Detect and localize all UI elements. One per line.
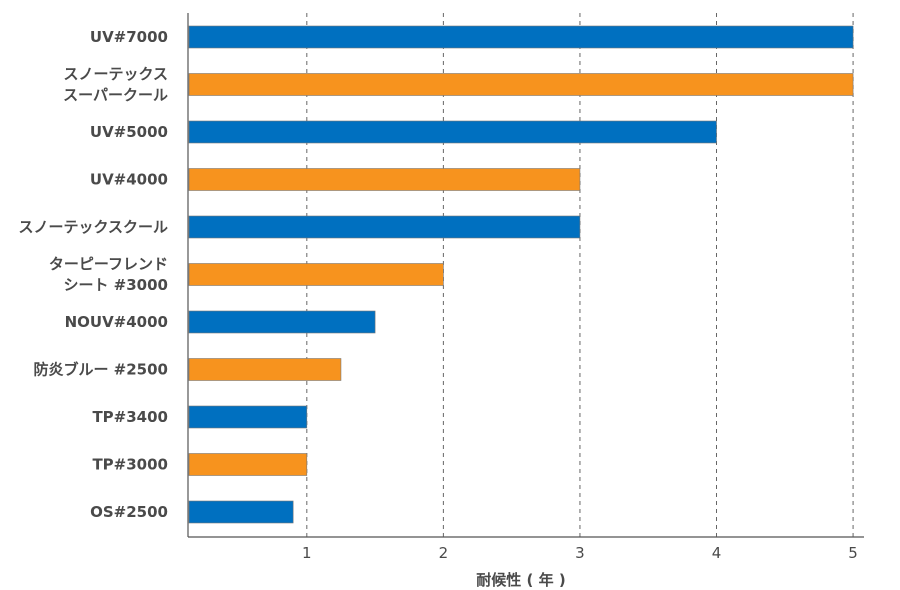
x-axis-title: 耐候性 ( 年 ) <box>476 571 565 589</box>
bar <box>188 358 342 381</box>
category-label: UV#4000 <box>90 171 168 189</box>
category-label-line: シート #3000 <box>63 276 168 294</box>
x-tick-label: 2 <box>439 544 449 562</box>
bar <box>188 500 294 524</box>
category-label: OS#2500 <box>90 503 168 521</box>
x-tick-label: 1 <box>302 544 312 562</box>
category-label-line: UV#7000 <box>90 28 168 46</box>
category-label-line: UV#5000 <box>90 123 168 141</box>
bar-layer <box>188 25 854 524</box>
bar <box>188 310 376 334</box>
category-label-line: NOUV#4000 <box>65 313 168 331</box>
category-label: TP#3400 <box>92 408 168 426</box>
category-label-line: UV#4000 <box>90 171 168 189</box>
category-label-line: スノーテックス <box>63 65 168 83</box>
category-label-line: OS#2500 <box>90 503 168 521</box>
category-label-line: ターピーフレンド <box>49 255 168 273</box>
x-tick-label: 4 <box>712 544 722 562</box>
bar <box>188 405 308 429</box>
bar <box>188 263 444 286</box>
label-layer: 1 2 3 4 5 UV#7000 スノーテックススーパークール UV#5000 UV#4000… <box>18 28 857 562</box>
category-label-line: 防炎ブルー #2500 <box>33 361 168 379</box>
category-label: NOUV#4000 <box>65 313 168 331</box>
category-label: UV#7000 <box>90 28 168 46</box>
category-label-line: TP#3000 <box>92 456 168 474</box>
axis-layer <box>187 13 864 538</box>
x-tick-label: 5 <box>848 544 858 562</box>
category-label: 防炎ブルー #2500 <box>33 361 168 379</box>
category-label: スノーテックスクール <box>18 218 168 236</box>
bar <box>188 168 581 191</box>
category-label: ターピーフレンドシート #3000 <box>49 255 168 294</box>
category-label-line: スーパークール <box>63 86 168 104</box>
category-label-line: TP#3400 <box>92 408 168 426</box>
bar <box>188 120 717 144</box>
bar <box>188 453 308 476</box>
bar <box>188 25 854 49</box>
bar <box>188 73 854 96</box>
category-label: スノーテックススーパークール <box>63 65 168 104</box>
bar <box>188 215 581 239</box>
category-label-line: スノーテックスクール <box>18 218 168 236</box>
category-label: TP#3000 <box>92 456 168 474</box>
category-label: UV#5000 <box>90 123 168 141</box>
x-tick-label: 3 <box>575 544 585 562</box>
